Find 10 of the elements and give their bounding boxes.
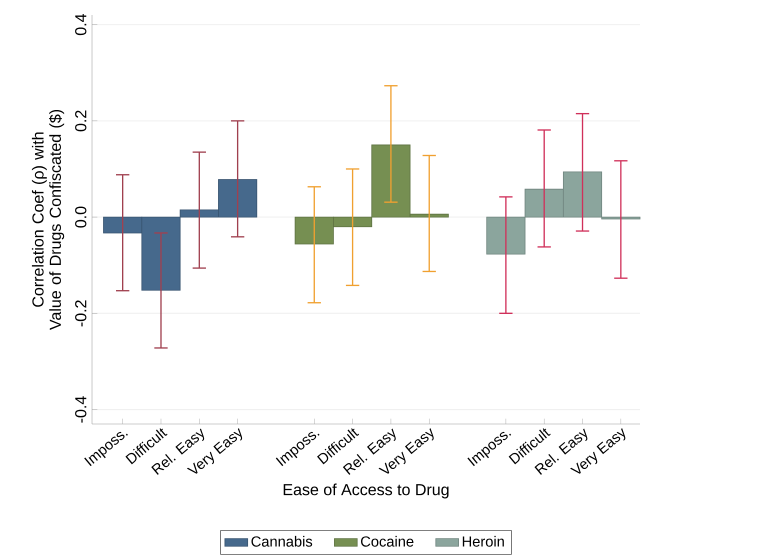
- legend-label: Cannabis: [251, 536, 312, 547]
- y-axis-title: Correlation Coef (ρ) with Value of Drugs Confiscated ($): [32, 110, 64, 330]
- y-tick-label: 0.2: [75, 110, 86, 132]
- y-tick-label: 0.0: [75, 206, 86, 228]
- y-tick-label: -0.4: [75, 396, 86, 423]
- legend-label: Heroin: [462, 536, 504, 547]
- y-tick-label: 0.4: [75, 14, 86, 36]
- y-tick-label: -0.2: [75, 300, 86, 326]
- x-axis-title: Ease of Access to Drug: [284, 484, 449, 498]
- legend-label: Cocaine: [361, 536, 414, 547]
